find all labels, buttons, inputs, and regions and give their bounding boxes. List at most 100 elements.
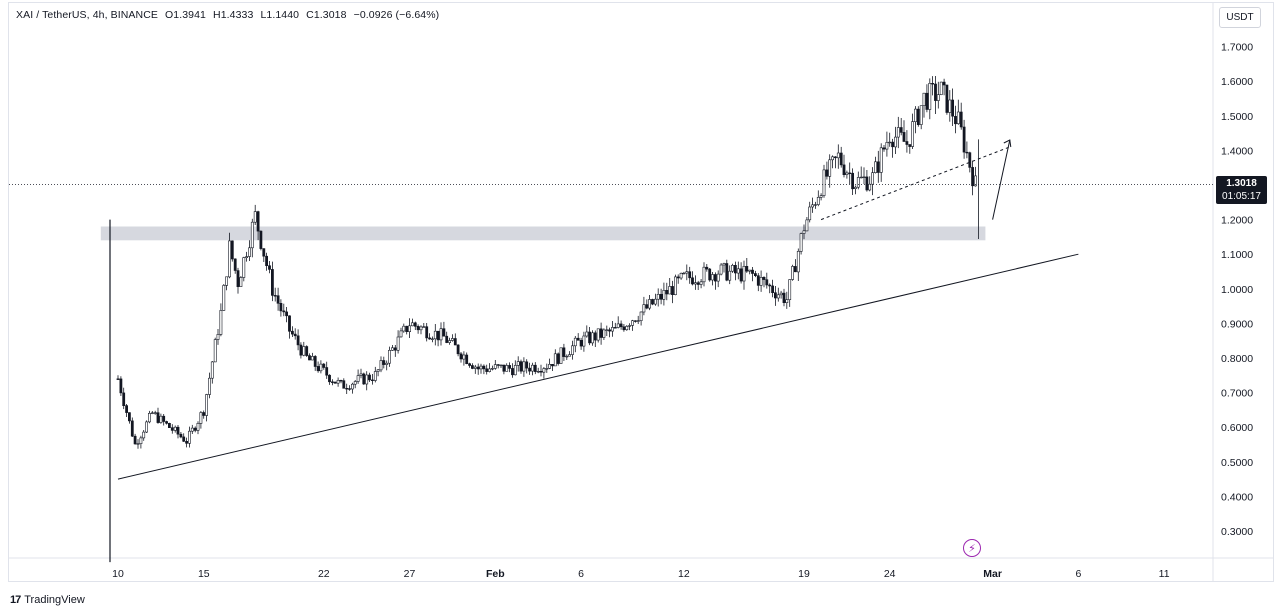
candle-body xyxy=(556,353,560,364)
candle-body xyxy=(956,111,960,124)
candle-body xyxy=(250,221,254,249)
candle-body xyxy=(488,368,492,372)
candle-body xyxy=(516,361,520,366)
candle-body xyxy=(759,276,763,286)
candle-body xyxy=(288,315,291,332)
candle-body xyxy=(528,367,532,372)
candle-body xyxy=(602,329,606,338)
candle-body xyxy=(699,281,703,285)
candle-body xyxy=(122,392,126,406)
y-tick-label: 0.9000 xyxy=(1221,318,1253,330)
candle-body xyxy=(908,144,912,147)
candle-body xyxy=(159,415,163,423)
symbol-legend: XAI / TetherUS, 4h, BINANCE O1.3941 H1.4… xyxy=(16,9,443,21)
candle-body xyxy=(416,325,420,331)
candle-body xyxy=(436,330,440,341)
candle-body xyxy=(871,172,875,185)
candle-body xyxy=(782,292,786,304)
candle-body xyxy=(376,369,380,372)
candle-body xyxy=(665,289,669,295)
candle-body xyxy=(239,277,243,287)
dashed-trendline[interactable] xyxy=(820,146,1010,221)
y-tick-label: 0.3000 xyxy=(1221,526,1253,538)
candle-body xyxy=(505,365,509,372)
candle-body xyxy=(259,230,263,249)
candle-body xyxy=(348,388,351,390)
candle-body xyxy=(622,326,626,331)
price-axis[interactable]: 1.70001.60001.50001.40001.30001.20001.10… xyxy=(1221,42,1253,538)
time-axis[interactable]: 10 15 22 27 Feb 6 12 19 24 Mar 6 11 xyxy=(112,568,1170,580)
candle-body xyxy=(350,383,354,390)
candle-body xyxy=(962,126,966,153)
candle-body xyxy=(342,380,346,389)
candle-body xyxy=(911,121,915,147)
symbol-label[interactable]: XAI / TetherUS, 4h, BINANCE xyxy=(16,9,158,21)
candle-body xyxy=(459,353,463,360)
lightning-icon[interactable]: ⚡ xyxy=(963,539,981,557)
candle-body xyxy=(939,81,943,95)
candle-body xyxy=(745,265,749,272)
candle-body xyxy=(216,334,220,340)
currency-button[interactable]: USDT xyxy=(1219,7,1261,28)
arrow-annotation[interactable] xyxy=(992,139,1012,220)
candle-body xyxy=(842,164,846,175)
rising-trendline[interactable] xyxy=(117,253,1079,480)
candle-body xyxy=(785,299,789,304)
candle-body xyxy=(711,274,714,281)
candle-body xyxy=(779,292,783,296)
candle-body xyxy=(170,427,174,431)
x-tick-label: 10 xyxy=(112,568,124,580)
candle-body xyxy=(339,379,343,382)
high-value: H1.4333 xyxy=(213,9,254,21)
brand-footer[interactable]: 17 TradingView xyxy=(10,594,85,606)
candle-body xyxy=(765,279,769,286)
last-price-badge: 1.3018 01:05:17 xyxy=(1216,176,1267,204)
y-tick-label: 0.6000 xyxy=(1221,422,1253,434)
x-tick-label: Mar xyxy=(983,568,1002,580)
candle-body xyxy=(522,361,526,372)
candle-body xyxy=(539,370,543,373)
candle-body xyxy=(568,354,572,357)
candle-body xyxy=(273,295,277,297)
candle-body xyxy=(473,366,477,369)
candle-body xyxy=(888,141,892,144)
candle-body xyxy=(168,422,171,428)
y-tick-label: 1.4000 xyxy=(1221,145,1253,157)
x-tick-label: 22 xyxy=(318,568,330,580)
x-tick-label: 19 xyxy=(798,568,810,580)
candle-body xyxy=(305,346,309,356)
candle-body xyxy=(308,355,311,361)
candle-body xyxy=(310,356,314,361)
candle-body xyxy=(719,264,723,275)
candle-body xyxy=(482,365,486,370)
candle-body xyxy=(553,353,557,367)
candle-body xyxy=(245,256,249,259)
candle-body xyxy=(356,375,360,382)
candle-body xyxy=(708,268,712,281)
candle-body xyxy=(156,412,160,423)
candle-body xyxy=(228,240,231,278)
candle-body xyxy=(248,247,251,257)
candle-body xyxy=(188,430,191,444)
y-tick-label: 0.7000 xyxy=(1221,388,1253,400)
candle-body xyxy=(148,412,151,423)
candle-body xyxy=(573,337,577,347)
candle-body xyxy=(819,195,823,198)
candle-body xyxy=(853,186,857,189)
candle-body xyxy=(945,84,949,113)
candle-body xyxy=(462,354,466,360)
bar-countdown: 01:05:17 xyxy=(1222,191,1261,202)
candle-body xyxy=(822,169,826,196)
candle-body xyxy=(725,263,729,281)
x-tick-label: 6 xyxy=(1075,568,1081,580)
candle-body xyxy=(733,264,737,274)
y-tick-label: 1.0000 xyxy=(1221,284,1253,296)
candle-body xyxy=(673,276,677,295)
candle-body xyxy=(751,269,754,274)
brand-name: TradingView xyxy=(24,594,85,606)
candle-body xyxy=(948,99,952,113)
candle-body xyxy=(536,370,540,373)
candle-body xyxy=(876,161,880,173)
candle-body xyxy=(476,366,480,370)
